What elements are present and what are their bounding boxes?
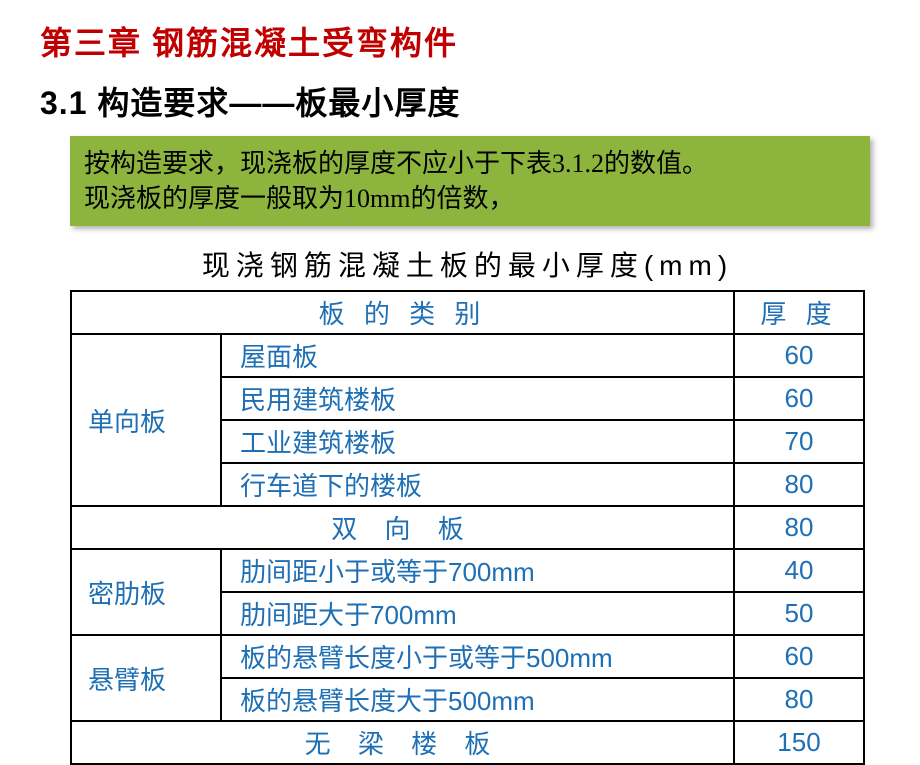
table-row: 单向板屋面板60 xyxy=(71,334,864,377)
row-sub: 屋面板 xyxy=(221,334,734,377)
row-value: 150 xyxy=(734,721,864,764)
row-full-label: 无 梁 楼 板 xyxy=(71,721,734,764)
row-value: 80 xyxy=(734,463,864,506)
row-sub: 民用建筑楼板 xyxy=(221,377,734,420)
table-row: 悬臂板板的悬臂长度小于或等于500mm60 xyxy=(71,635,864,678)
row-value: 80 xyxy=(734,506,864,549)
row-value: 60 xyxy=(734,635,864,678)
row-sub: 肋间距小于或等于700mm xyxy=(221,549,734,592)
row-sub: 工业建筑楼板 xyxy=(221,420,734,463)
row-category: 单向板 xyxy=(71,334,221,506)
row-sub: 行车道下的楼板 xyxy=(221,463,734,506)
row-value: 60 xyxy=(734,334,864,377)
row-value: 40 xyxy=(734,549,864,592)
row-value: 60 xyxy=(734,377,864,420)
row-category: 密肋板 xyxy=(71,549,221,635)
chapter-title: 第三章 钢筋混凝土受弯构件 xyxy=(0,0,920,72)
note-box: 按构造要求，现浇板的厚度不应小于下表3.1.2的数值。 现浇板的厚度一般取为10… xyxy=(70,136,870,226)
row-value: 50 xyxy=(734,592,864,635)
table-row: 密肋板肋间距小于或等于700mm40 xyxy=(71,549,864,592)
table-caption: 现浇钢筋混凝土板的最小厚度(mm) xyxy=(70,244,865,284)
note-line-2: 现浇板的厚度一般取为10mm的倍数， xyxy=(84,181,856,216)
row-sub: 板的悬臂长度小于或等于500mm xyxy=(221,635,734,678)
table-row: 双 向 板80 xyxy=(71,506,864,549)
row-value: 70 xyxy=(734,420,864,463)
note-line-1: 按构造要求，现浇板的厚度不应小于下表3.1.2的数值。 xyxy=(84,146,856,181)
header-thickness: 厚 度 xyxy=(734,291,864,334)
thickness-table-wrap: 现浇钢筋混凝土板的最小厚度(mm) 板 的 类 别 厚 度 单向板屋面板60民用… xyxy=(70,244,865,765)
row-full-label: 双 向 板 xyxy=(71,506,734,549)
thickness-table: 板 的 类 别 厚 度 单向板屋面板60民用建筑楼板60工业建筑楼板70行车道下… xyxy=(70,290,865,765)
row-value: 80 xyxy=(734,678,864,721)
table-header-row: 板 的 类 别 厚 度 xyxy=(71,291,864,334)
row-sub: 肋间距大于700mm xyxy=(221,592,734,635)
section-title: 3.1 构造要求——板最小厚度 xyxy=(0,72,920,136)
table-row: 无 梁 楼 板150 xyxy=(71,721,864,764)
row-category: 悬臂板 xyxy=(71,635,221,721)
table-body: 单向板屋面板60民用建筑楼板60工业建筑楼板70行车道下的楼板80双 向 板80… xyxy=(71,334,864,764)
header-category: 板 的 类 别 xyxy=(71,291,734,334)
row-sub: 板的悬臂长度大于500mm xyxy=(221,678,734,721)
